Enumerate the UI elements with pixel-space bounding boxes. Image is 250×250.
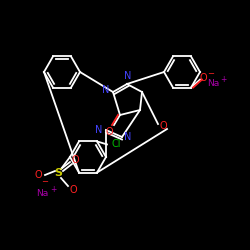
Text: O: O [34, 170, 42, 180]
Text: N: N [102, 85, 110, 95]
Text: Cl: Cl [111, 140, 121, 149]
Text: O: O [159, 121, 167, 131]
Text: O: O [69, 185, 77, 195]
Text: N: N [95, 125, 103, 135]
Text: −: − [42, 178, 48, 186]
Text: S: S [54, 168, 62, 178]
Text: −: − [208, 69, 214, 78]
Text: O: O [105, 127, 113, 137]
Text: N: N [124, 71, 132, 81]
Text: +: + [50, 186, 56, 194]
Text: Na: Na [36, 188, 48, 198]
Text: Na: Na [207, 79, 219, 88]
Text: O: O [71, 155, 79, 165]
Text: +: + [220, 75, 226, 84]
Text: N: N [124, 132, 132, 142]
Text: O: O [199, 72, 207, 83]
